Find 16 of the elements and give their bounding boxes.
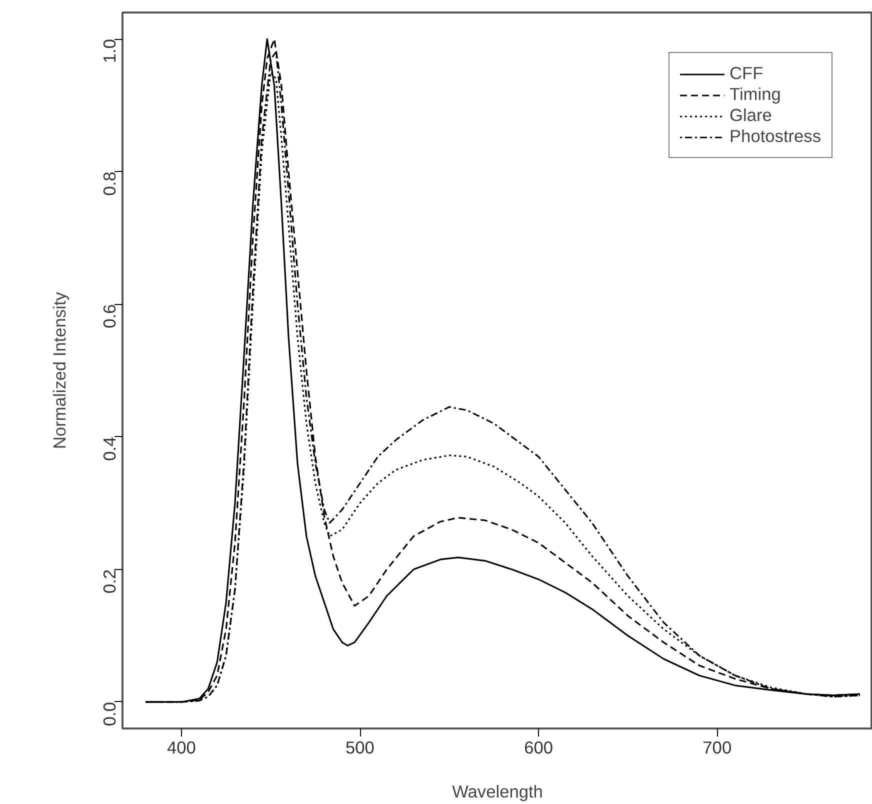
y-tick-label: 1.0 — [100, 39, 120, 64]
x-tick-label: 700 — [702, 738, 732, 758]
y-tick-label: 0.6 — [100, 304, 120, 328]
x-tick-label: 500 — [346, 738, 374, 758]
y-tick-label: 0.4 — [100, 436, 120, 461]
x-tick-label: 600 — [524, 738, 554, 758]
x-tick-label: 400 — [166, 738, 196, 758]
y-tick-label: 0.2 — [100, 569, 120, 594]
legend-label: Timing — [730, 84, 781, 105]
legend-label: Photostress — [730, 126, 821, 147]
y-tick-label: 0.0 — [100, 702, 120, 726]
y-axis-title: Normalized Intensity — [50, 292, 70, 449]
legend-label: Glare — [730, 105, 772, 126]
y-tick-label: 0.8 — [100, 172, 120, 196]
legend-label: CFF — [730, 63, 764, 84]
x-axis-title: Wavelength — [452, 782, 543, 802]
